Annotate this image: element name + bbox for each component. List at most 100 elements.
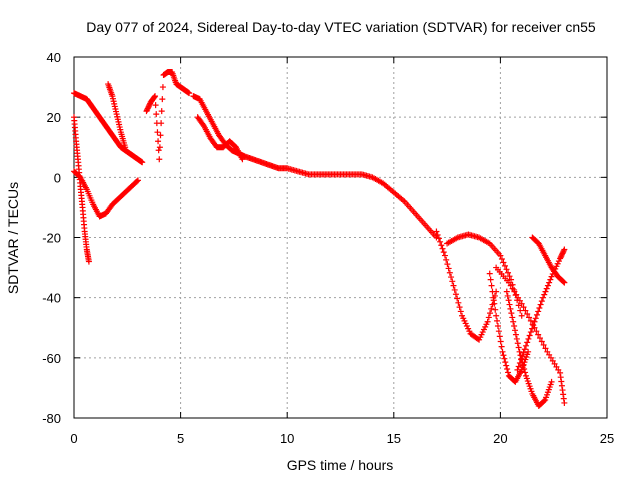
data-point [444,261,451,268]
data-point [515,302,522,309]
data-point [509,285,516,292]
data-point [544,282,551,289]
data-point [493,312,500,319]
data-point [152,93,159,100]
data-point [505,269,512,276]
data-point [484,318,491,325]
data-points [71,69,568,409]
data-point [509,314,516,321]
data-point [520,349,527,356]
data-point [485,314,492,321]
data-point [540,294,547,301]
data-point [547,276,554,283]
data-point [508,276,515,283]
x-axis-label: GPS time / hours [287,457,394,473]
data-point [445,265,452,272]
data-point [521,346,528,353]
data-point [510,318,517,325]
data-point [503,362,510,369]
data-point [455,299,462,306]
data-point [239,156,246,163]
data-point [515,363,522,370]
data-point [551,360,558,367]
y-tick-label: -20 [42,231,61,246]
data-point [511,323,518,330]
data-point [518,300,525,307]
series-arc-e [143,69,193,163]
x-axis: 0 5 10 15 20 25 [70,57,614,446]
x-tick-label: 20 [493,431,507,446]
series-trough-4 [503,288,555,409]
data-point [154,129,161,136]
data-point [516,297,523,304]
data-point [521,366,528,373]
data-point [122,144,129,151]
data-point [525,348,532,355]
data-point [546,351,553,358]
series-cross-2 [493,264,568,406]
data-point [516,359,523,366]
data-point [497,252,504,259]
data-point [518,312,525,319]
data-point [501,262,508,269]
data-point [547,354,554,361]
data-point [561,279,568,286]
data-point [494,317,501,324]
data-point [451,286,458,293]
data-point [553,363,560,370]
data-point [139,159,146,166]
data-point [546,279,553,286]
data-point [522,369,529,376]
data-point [443,256,450,263]
data-point [500,352,507,359]
data-point [543,285,550,292]
data-point [454,295,461,302]
data-point [558,382,565,389]
data-point [522,307,529,314]
data-point [527,329,534,336]
data-point [153,111,160,118]
data-point [526,332,533,339]
x-tick-label: 25 [600,431,614,446]
data-point [134,177,141,184]
data-point [495,328,502,335]
data-point [558,378,565,385]
y-tick-label: 40 [47,50,61,65]
data-point [500,259,507,266]
data-point [457,308,464,315]
data-point [536,335,543,342]
data-point [516,348,523,355]
data-point [497,338,504,345]
data-point [186,90,193,97]
series-arc-b [71,114,92,265]
data-point [511,288,518,295]
data-point [200,121,207,128]
data-point [504,366,511,373]
data-point [561,246,568,253]
data-point [520,362,527,369]
data-point [486,270,493,277]
data-point [541,291,548,298]
data-point [450,282,457,289]
series-cross-1 [514,246,568,373]
data-point [560,278,567,285]
data-point [440,249,447,256]
series-arc-c [71,168,141,220]
data-point [449,278,456,285]
data-point [158,120,165,127]
data-point [515,294,522,301]
data-point [557,374,564,381]
data-point [505,297,512,304]
data-point [538,338,545,345]
data-point [531,324,538,331]
data-point [152,102,159,109]
data-point [561,399,568,406]
data-point [538,298,545,305]
data-point [505,279,512,286]
chart-title: Day 077 of 2024, Sidereal Day-to-day VTE… [86,19,596,35]
grid [74,57,607,418]
data-point [491,300,498,307]
data-point [559,387,566,394]
data-point [524,310,531,317]
data-point [434,231,441,238]
